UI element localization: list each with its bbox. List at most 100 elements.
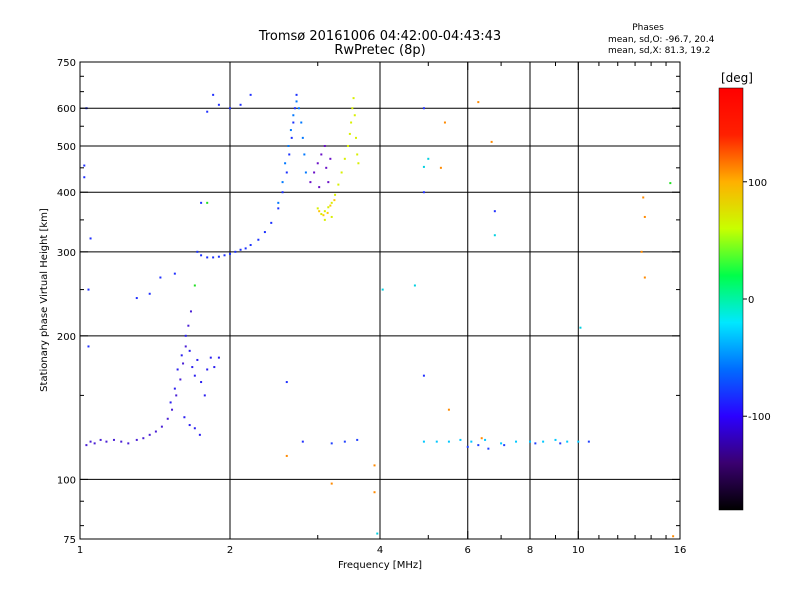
data-point	[193, 284, 196, 287]
data-point	[323, 210, 326, 213]
data-point	[217, 255, 220, 258]
data-point	[534, 442, 537, 445]
data-point	[184, 334, 187, 337]
data-point	[480, 437, 483, 440]
data-point	[351, 107, 354, 110]
data-point	[159, 276, 162, 279]
data-point	[206, 201, 209, 204]
data-point	[422, 107, 425, 110]
data-point	[515, 440, 518, 443]
data-point	[206, 368, 209, 371]
data-point	[188, 424, 191, 427]
data-point	[249, 93, 252, 96]
colorbar-tick-label: 100	[748, 178, 767, 189]
data-point	[318, 210, 321, 213]
data-point	[459, 438, 462, 441]
data-point	[281, 181, 284, 184]
data-point	[206, 110, 209, 113]
data-point	[112, 438, 115, 441]
data-point	[284, 162, 287, 165]
data-point	[672, 535, 675, 538]
data-point	[277, 207, 280, 210]
data-point	[330, 442, 333, 445]
data-point	[340, 171, 343, 174]
data-point	[184, 345, 187, 348]
data-point	[353, 114, 356, 117]
data-point	[329, 157, 332, 160]
data-point	[447, 408, 450, 411]
data-point	[352, 97, 355, 100]
data-point	[229, 107, 231, 110]
x-tick-label: 2	[227, 545, 233, 556]
data-point	[346, 144, 349, 147]
plot-grid	[80, 62, 680, 539]
y-tick-label: 400	[57, 188, 76, 199]
data-point	[99, 438, 102, 441]
data-point	[413, 284, 416, 287]
data-point	[373, 491, 376, 494]
data-point	[87, 345, 90, 348]
x-tick-label: 1	[77, 545, 83, 556]
data-point	[87, 288, 90, 291]
data-point	[422, 191, 425, 194]
data-point	[329, 204, 332, 207]
data-point	[83, 176, 86, 179]
data-point	[193, 374, 196, 377]
colorbar-ticks: -100 0 100	[743, 178, 771, 423]
data-point	[313, 171, 316, 174]
data-point	[350, 121, 353, 124]
data-point	[212, 93, 215, 96]
data-point	[303, 153, 306, 156]
data-point	[422, 165, 425, 168]
stats-heading: Phases	[632, 23, 664, 33]
data-point	[89, 440, 92, 443]
data-point	[529, 440, 531, 443]
data-point	[154, 430, 157, 433]
data-point	[542, 440, 545, 443]
data-point	[577, 440, 580, 443]
data-point	[301, 136, 304, 139]
data-point	[559, 442, 562, 445]
data-point	[135, 438, 138, 441]
data-point	[587, 440, 590, 443]
data-point	[183, 416, 186, 419]
colorbar	[718, 87, 744, 511]
data-point	[640, 250, 643, 253]
data-point	[443, 121, 446, 124]
y-tick-label: 100	[57, 475, 76, 486]
data-point	[217, 356, 220, 359]
y-axis-ticks: 75 100 200 300 400 500 600 750	[57, 58, 680, 546]
data-point	[198, 433, 201, 436]
data-point	[217, 103, 220, 106]
data-point	[85, 444, 88, 447]
data-point	[487, 447, 490, 450]
data-point	[175, 394, 178, 397]
data-point	[285, 454, 288, 457]
data-point	[188, 349, 191, 352]
stats-ordinary: mean, sd,O: -96.7, 20.4	[608, 35, 715, 45]
data-point	[234, 250, 237, 253]
data-point	[270, 221, 273, 224]
data-point	[348, 132, 351, 135]
data-points	[83, 93, 675, 538]
data-point	[223, 254, 226, 257]
data-point	[330, 482, 333, 485]
data-point	[200, 201, 203, 204]
data-point	[239, 248, 242, 251]
data-point	[148, 292, 151, 295]
data-point	[289, 129, 292, 132]
data-point	[213, 366, 216, 369]
data-point	[292, 121, 295, 124]
x-axis-ticks: 1 2 4 6 8 10 16	[77, 62, 687, 556]
data-point	[373, 464, 376, 467]
data-point	[325, 166, 328, 169]
data-point	[316, 207, 319, 210]
x-tick-label: 16	[674, 545, 687, 556]
data-point	[439, 166, 442, 169]
x-tick-label: 10	[572, 545, 585, 556]
data-point	[290, 136, 293, 139]
colorbar-label: [deg]	[721, 71, 753, 85]
colorbar-tick-label: 0	[748, 295, 754, 306]
data-point	[470, 440, 473, 443]
